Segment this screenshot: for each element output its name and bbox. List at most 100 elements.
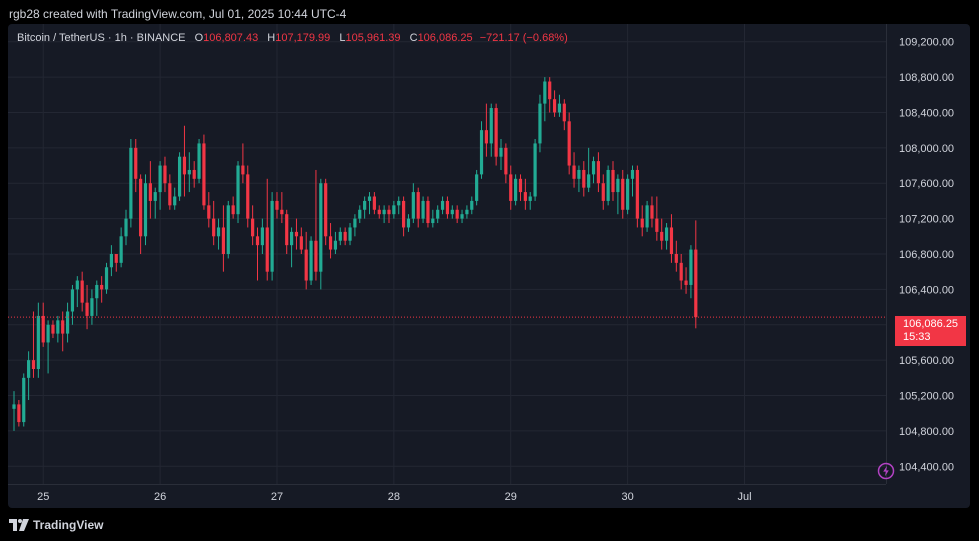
bolt-icon[interactable] xyxy=(877,462,895,480)
candle-body[interactable] xyxy=(139,178,143,237)
candle-body[interactable] xyxy=(518,178,523,193)
candle-body[interactable] xyxy=(51,324,55,334)
candle-body[interactable] xyxy=(372,196,376,210)
candle-body[interactable] xyxy=(61,320,65,334)
candle-body[interactable] xyxy=(299,236,303,250)
candle-body[interactable] xyxy=(129,147,133,219)
candle-body[interactable] xyxy=(694,249,698,318)
candle-body[interactable] xyxy=(158,165,162,193)
candle-body[interactable] xyxy=(562,103,566,122)
candle-body[interactable] xyxy=(475,174,479,201)
candle-body[interactable] xyxy=(324,183,328,237)
candle-body[interactable] xyxy=(504,147,508,175)
candlestick-chart[interactable]: 104,400.00 104,800.00 105,200.00 105,600.00… xyxy=(8,24,970,508)
candle-body[interactable] xyxy=(192,169,196,179)
candle-body[interactable] xyxy=(236,165,240,215)
candle-body[interactable] xyxy=(207,205,211,219)
candle-body[interactable] xyxy=(655,218,659,232)
chart-panel[interactable]: 104,400.00 104,800.00 105,200.00 105,600.00… xyxy=(8,24,970,508)
candle-body[interactable] xyxy=(65,311,70,334)
candle-body[interactable] xyxy=(90,298,94,316)
candle-body[interactable] xyxy=(411,192,415,219)
candle-body[interactable] xyxy=(523,192,527,201)
candle-body[interactable] xyxy=(582,169,586,188)
candle-body[interactable] xyxy=(358,209,362,219)
candle-body[interactable] xyxy=(226,205,230,254)
candle-body[interactable] xyxy=(289,231,294,246)
candle-body[interactable] xyxy=(402,200,406,228)
candle-body[interactable] xyxy=(436,209,440,219)
candle-body[interactable] xyxy=(489,108,493,144)
candle-body[interactable] xyxy=(611,169,615,193)
candle-body[interactable] xyxy=(606,169,610,201)
candle-body[interactable] xyxy=(163,165,167,184)
candle-body[interactable] xyxy=(309,240,313,281)
candle-body[interactable] xyxy=(626,178,630,210)
candle-body[interactable] xyxy=(148,183,152,201)
candle-body[interactable] xyxy=(56,320,60,334)
candle-body[interactable] xyxy=(377,209,381,215)
candle-body[interactable] xyxy=(596,161,600,184)
candle-body[interactable] xyxy=(134,147,138,179)
candle-body[interactable] xyxy=(304,249,308,281)
candle-body[interactable] xyxy=(367,196,372,201)
candle-body[interactable] xyxy=(635,169,639,219)
candle-body[interactable] xyxy=(17,404,21,423)
candle-body[interactable] xyxy=(251,218,255,237)
candle-body[interactable] xyxy=(363,200,367,210)
candle-body[interactable] xyxy=(31,360,36,369)
candle-body[interactable] xyxy=(684,280,688,285)
candle-body[interactable] xyxy=(314,240,318,272)
candle-body[interactable] xyxy=(275,200,279,210)
candle-body[interactable] xyxy=(660,231,664,241)
candle-body[interactable] xyxy=(538,103,542,144)
candle-body[interactable] xyxy=(246,174,250,219)
candle-body[interactable] xyxy=(645,205,649,228)
candle-body[interactable] xyxy=(440,200,445,210)
candle-body[interactable] xyxy=(153,192,157,201)
candle-body[interactable] xyxy=(674,254,678,263)
candle-body[interactable] xyxy=(621,178,625,210)
candle-body[interactable] xyxy=(348,227,352,241)
candle-body[interactable] xyxy=(650,205,654,219)
candle-body[interactable] xyxy=(528,196,532,201)
candle-body[interactable] xyxy=(285,214,289,246)
candle-body[interactable] xyxy=(202,143,206,206)
candle-body[interactable] xyxy=(484,130,488,144)
candle-body[interactable] xyxy=(591,161,596,175)
candle-body[interactable] xyxy=(406,218,411,228)
candle-body[interactable] xyxy=(387,209,391,215)
candle-body[interactable] xyxy=(177,156,182,197)
candle-body[interactable] xyxy=(514,178,518,201)
candle-body[interactable] xyxy=(333,240,338,250)
candle-body[interactable] xyxy=(75,280,79,290)
candle-body[interactable] xyxy=(124,218,128,237)
candle-body[interactable] xyxy=(397,200,401,206)
candle-body[interactable] xyxy=(392,205,396,215)
candle-body[interactable] xyxy=(567,121,571,166)
candle-body[interactable] xyxy=(280,209,284,215)
candle-body[interactable] xyxy=(231,205,235,215)
candle-body[interactable] xyxy=(616,178,620,193)
candle-body[interactable] xyxy=(168,183,172,206)
candle-body[interactable] xyxy=(85,302,89,316)
candle-body[interactable] xyxy=(46,324,50,343)
candle-body[interactable] xyxy=(70,289,75,312)
candle-body[interactable] xyxy=(479,130,484,175)
candle-body[interactable] xyxy=(455,209,459,219)
candle-body[interactable] xyxy=(465,209,469,215)
candle-body[interactable] xyxy=(382,209,386,215)
candle-body[interactable] xyxy=(572,165,576,179)
candle-body[interactable] xyxy=(470,200,474,210)
candle-body[interactable] xyxy=(533,143,537,197)
candle-body[interactable] xyxy=(450,209,454,215)
candle-body[interactable] xyxy=(265,227,269,272)
candle-body[interactable] xyxy=(421,200,425,219)
candle-body[interactable] xyxy=(27,360,31,378)
candle-body[interactable] xyxy=(328,236,333,250)
candle-body[interactable] xyxy=(221,227,226,254)
tradingview-logo[interactable]: TradingView xyxy=(9,516,103,534)
candle-body[interactable] xyxy=(543,81,547,104)
candle-body[interactable] xyxy=(494,108,498,157)
candle-body[interactable] xyxy=(664,227,669,241)
